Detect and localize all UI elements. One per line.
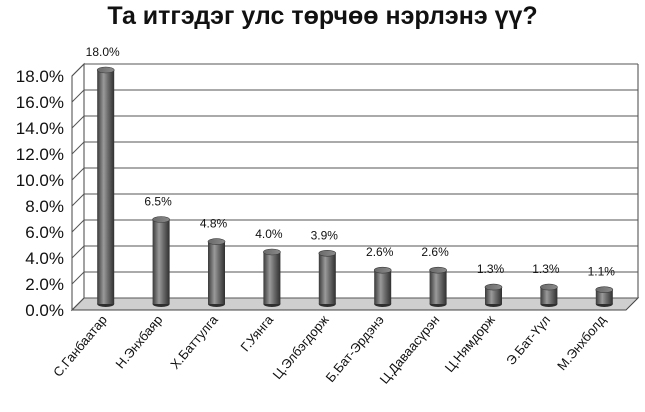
y-tick-label: 2.0% [25,275,64,294]
y-axis: 0.0% 2.0% 4.0% 6.0% 8.0% 10.0% 12.0% 14.0% 16.0%… [16,67,64,320]
gridline-depth [71,115,85,129]
x-category-label: Б.Бат-Эрдэнэ [323,312,388,385]
y-tick-label: 6.0% [25,223,64,242]
bar [373,266,392,307]
x-category-label: С.Ганбаатар [50,312,110,379]
x-category-label: М.Энхболд [554,312,609,373]
data-label: 3.9% [311,228,339,242]
data-label: 4.8% [200,217,228,231]
y-tick-label: 12.0% [16,145,64,164]
data-label: 2.6% [366,245,394,259]
x-category-label: Х.Баттулга [167,312,221,372]
gridline-depth [71,245,85,259]
bar [429,266,447,307]
gridline-depth [71,141,85,155]
bar [207,238,226,307]
data-labels: 18.0% 6.5% 4.8% 4.0% 3.9% 2.6% 2.6% 1.3% 1.3% 1.1… [86,45,616,279]
data-label: 2.6% [421,245,449,259]
x-category-label: Г.Уянга [237,312,276,355]
data-label: 4.0% [255,227,283,241]
data-label: 6.5% [144,195,172,209]
y-tick-label: 0.0% [25,301,64,320]
y-tick-label: 16.0% [16,93,64,112]
y-tick-label: 18.0% [16,67,64,86]
bar [318,250,337,307]
data-label: 1.1% [588,265,616,279]
x-category-label: Ц.Нямдорж [442,312,498,375]
bar [595,286,614,307]
gridline-depth [71,297,85,311]
data-label: 1.3% [477,262,505,276]
bars [96,66,614,307]
chart-title: Та итгэдэг улс төрчөө нэрлэнэ үү? [107,2,538,30]
x-category-label: Ц.Элбэгдорж [270,312,332,382]
gridline-depth [71,167,85,181]
x-axis: С.Ганбаатар Н.Энхбаяр Х.Баттулга Г.УянгаЦ.Э… [50,312,609,387]
bar [263,248,281,307]
y-tick-label: 8.0% [25,197,64,216]
x-category-label: Н.Энхбаяр [112,312,165,371]
x-category-label: Ц.Даваасүрэн [377,312,443,386]
bar [96,66,115,307]
gridline-depth [71,219,85,233]
data-label: 1.3% [532,262,560,276]
y-tick-label: 14.0% [16,119,64,138]
gridline-depth [71,271,85,285]
gridline-depth [71,63,85,77]
y-tick-label: 10.0% [16,171,64,190]
x-category-label: Э.Бат-Үүл [503,312,553,368]
gridline-depth [71,89,85,103]
bar [152,216,170,307]
bar [484,283,503,307]
bar [540,283,558,307]
gridline-depth [71,193,85,207]
y-tick-label: 4.0% [25,249,64,268]
data-label: 18.0% [86,45,120,59]
